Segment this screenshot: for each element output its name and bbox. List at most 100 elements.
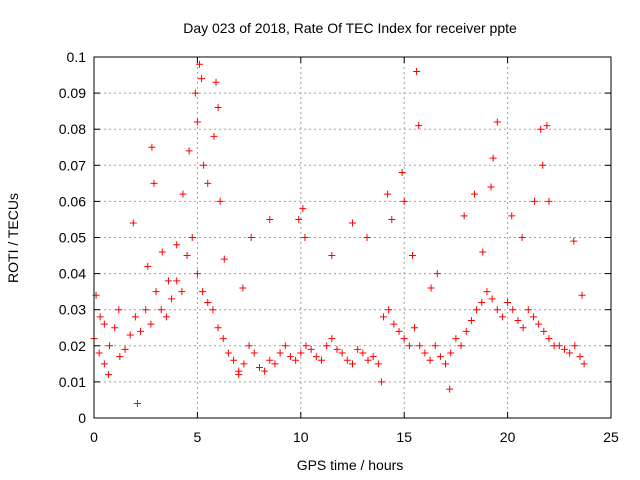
data-point [395,327,403,335]
data-point [142,306,150,314]
data-point [545,197,553,205]
data-point [100,320,108,328]
data-point [164,277,172,285]
data-point [157,306,165,314]
data-point [193,270,201,278]
data-point [529,313,537,321]
data-point [359,349,367,357]
y-tick-label: 0.1 [67,49,87,65]
data-point [427,284,435,292]
data-point [240,360,248,368]
data-point [488,295,496,303]
data-point [471,190,479,198]
data-point [388,215,396,223]
data-point [467,317,475,325]
data-point [295,215,303,223]
data-point [566,349,574,357]
data-point [173,241,181,249]
data-point [519,324,527,332]
data-point [214,324,222,332]
data-point [328,335,336,343]
data-point [214,104,222,112]
data-point [431,342,439,350]
x-tick-label: 15 [396,429,412,445]
data-point [462,327,470,335]
data-point [199,288,207,296]
x-tick-label: 10 [293,429,309,445]
data-point [508,212,516,220]
data-point [250,349,258,357]
data-point [408,252,416,260]
data-point [545,335,553,343]
data-point [317,356,325,364]
data-point [147,320,155,328]
data-point [385,306,393,314]
data-point [416,342,424,350]
data-point [96,313,104,321]
data-point [219,335,227,343]
data-point [312,353,320,361]
grid-lines [94,57,611,418]
data-point [530,197,538,205]
data-point [261,367,269,375]
data-point [255,363,263,371]
y-tick-label: 0.05 [59,230,86,246]
data-point [560,345,568,353]
data-point [446,385,454,393]
data-point [111,324,119,332]
data-point [302,342,310,350]
data-point [137,327,145,335]
data-point [535,320,543,328]
data-points [90,60,588,408]
data-point [478,298,486,306]
data-point [121,345,129,353]
data-point [483,288,491,296]
chart-title: Day 023 of 2018, Rate Of TEC Index for r… [183,20,517,36]
data-point [571,342,579,350]
data-point [178,288,186,296]
data-point [413,67,421,75]
data-point [384,190,392,198]
data-point [271,360,279,368]
data-point [173,277,181,285]
data-point [537,125,545,133]
data-point [216,197,224,205]
data-point [447,349,455,357]
data-point [100,360,108,368]
data-point [433,270,441,278]
data-point [131,313,139,321]
data-point [276,349,284,357]
data-point [540,327,548,335]
data-point [297,349,305,357]
data-point [210,132,218,140]
data-point [247,234,255,241]
data-point [380,313,388,321]
y-tick-label: 0 [78,410,86,426]
data-point [333,345,341,353]
data-point [198,75,206,83]
data-point [364,356,372,364]
y-tick-label: 0.01 [59,374,86,390]
data-point [489,154,497,162]
y-tick-label: 0.06 [59,193,86,209]
data-point [442,360,450,368]
data-point [338,349,346,357]
data-point [349,219,356,227]
data-point [220,255,228,263]
data-point [286,353,294,361]
data-point [452,335,460,343]
data-point [509,306,517,314]
y-axis-ticks: 0 0.01 0.02 0.03 0.04 0.05 0.06 0.07 0.08 0.09 0.1 [59,49,611,426]
data-point [204,298,212,306]
data-point [95,349,103,357]
data-point [239,284,247,292]
data-point [204,179,212,187]
data-point [349,360,356,368]
data-point [266,215,274,223]
x-tick-label: 20 [500,429,516,445]
data-point [168,295,176,303]
data-point [426,356,434,364]
data-point [473,306,481,314]
x-axis-title: GPS time / hours [297,457,404,473]
